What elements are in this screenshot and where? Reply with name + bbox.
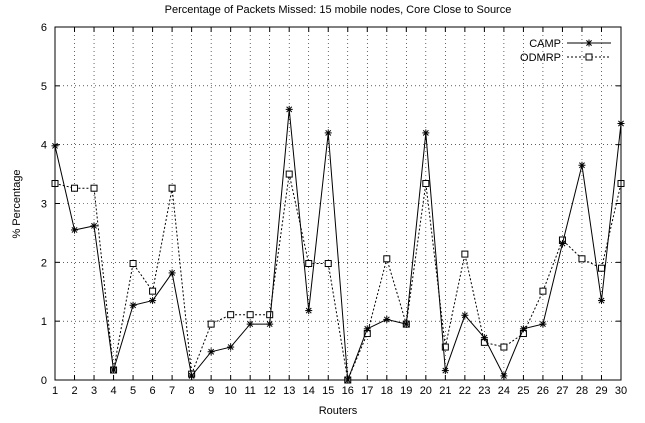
odmrp-point [168, 184, 176, 192]
camp-point [422, 129, 430, 137]
x-tick-label: 23 [478, 385, 490, 397]
camp-point [363, 325, 371, 333]
axis-ticks: 1 2 3 4 5 6 7 8 9 10 11 12 13 14 15 16 17 18 19 20 21 22 23 24 2… [41, 22, 627, 397]
y-tick-label: 0 [41, 375, 47, 387]
odmrp-point [461, 250, 469, 258]
camp-point [480, 334, 488, 342]
camp-point [305, 307, 313, 315]
y-tick-label: 5 [41, 81, 47, 93]
camp-series [51, 105, 625, 384]
plot-series [51, 105, 625, 384]
x-tick-label: 21 [439, 385, 451, 397]
camp-point [129, 301, 137, 309]
x-tick-label: 9 [208, 385, 214, 397]
y-tick-label: 6 [41, 22, 47, 34]
odmrp-point [305, 260, 313, 268]
x-tick-label: 17 [361, 385, 373, 397]
camp-point [90, 222, 98, 230]
odmrp-point [129, 260, 137, 268]
legend-label-odmrp: ODMRP [520, 52, 561, 64]
odmrp-point [246, 311, 254, 319]
x-tick-label: 13 [283, 385, 295, 397]
odmrp-point [539, 287, 547, 295]
camp-point [266, 320, 274, 328]
x-tick-label: 16 [342, 385, 354, 397]
odmrp-line [54, 173, 622, 382]
odmrp-point [422, 179, 430, 187]
camp-point [324, 129, 332, 137]
camp-point [519, 325, 527, 333]
legend-label-camp: CAMP [529, 38, 561, 50]
y-tick-label: 1 [41, 316, 47, 328]
x-tick-label: 24 [498, 385, 510, 397]
camp-point [227, 343, 235, 351]
camp-point [578, 161, 586, 169]
x-tick-label: 18 [381, 385, 393, 397]
x-tick-label: 7 [169, 385, 175, 397]
y-tick-label: 4 [41, 140, 47, 152]
x-tick-label: 12 [264, 385, 276, 397]
camp-point [168, 269, 176, 277]
camp-point [383, 315, 391, 323]
camp-point [461, 311, 469, 319]
x-tick-label: 3 [91, 385, 97, 397]
x-tick-label: 25 [517, 385, 529, 397]
odmrp-point [500, 343, 508, 351]
x-tick-label: 20 [420, 385, 432, 397]
x-tick-label: 26 [537, 385, 549, 397]
x-tick-label: 10 [225, 385, 237, 397]
odmrp-point [383, 255, 391, 263]
x-tick-label: 29 [595, 385, 607, 397]
legend-marker-camp [585, 39, 593, 47]
x-tick-label: 28 [576, 385, 588, 397]
x-axis-label: Routers [319, 405, 358, 417]
x-tick-label: 22 [459, 385, 471, 397]
camp-point [246, 320, 254, 328]
camp-point [597, 297, 605, 305]
x-tick-label: 1 [52, 385, 58, 397]
x-tick-label: 14 [303, 385, 315, 397]
camp-line [54, 109, 622, 381]
camp-point [110, 366, 118, 374]
y-tick-label: 3 [41, 199, 47, 211]
x-tick-label: 30 [615, 385, 627, 397]
x-tick-label: 4 [110, 385, 116, 397]
odmrp-point [266, 311, 274, 319]
x-tick-label: 11 [244, 385, 255, 397]
legend-marker-odmrp [585, 53, 593, 61]
odmrp-series [51, 170, 625, 384]
odmrp-point [441, 343, 449, 351]
camp-point [441, 367, 449, 375]
odmrp-point [90, 184, 98, 192]
grid [55, 27, 621, 380]
odmrp-point [149, 287, 157, 295]
y-axis-label: % Percentage [11, 169, 23, 238]
odmrp-point [324, 260, 332, 268]
camp-point [402, 320, 410, 328]
odmrp-point [578, 255, 586, 263]
camp-point [207, 348, 215, 356]
y-tick-label: 2 [41, 257, 47, 269]
x-tick-label: 19 [400, 385, 412, 397]
x-tick-label: 2 [71, 385, 77, 397]
x-tick-label: 15 [322, 385, 334, 397]
camp-point [71, 226, 79, 234]
x-tick-label: 8 [189, 385, 195, 397]
camp-point [558, 240, 566, 248]
camp-point [285, 105, 293, 113]
x-tick-label: 6 [150, 385, 156, 397]
camp-point [149, 297, 157, 305]
odmrp-point [227, 311, 235, 319]
x-tick-label: 5 [130, 385, 136, 397]
chart-title: Percentage of Packets Missed: 15 mobile … [165, 4, 512, 16]
camp-point [539, 320, 547, 328]
odmrp-point [207, 320, 215, 328]
odmrp-point [285, 170, 293, 178]
x-tick-label: 27 [556, 385, 568, 397]
odmrp-point [597, 264, 605, 272]
odmrp-point [71, 184, 79, 192]
legend: CAMP ODMRP [520, 38, 611, 64]
